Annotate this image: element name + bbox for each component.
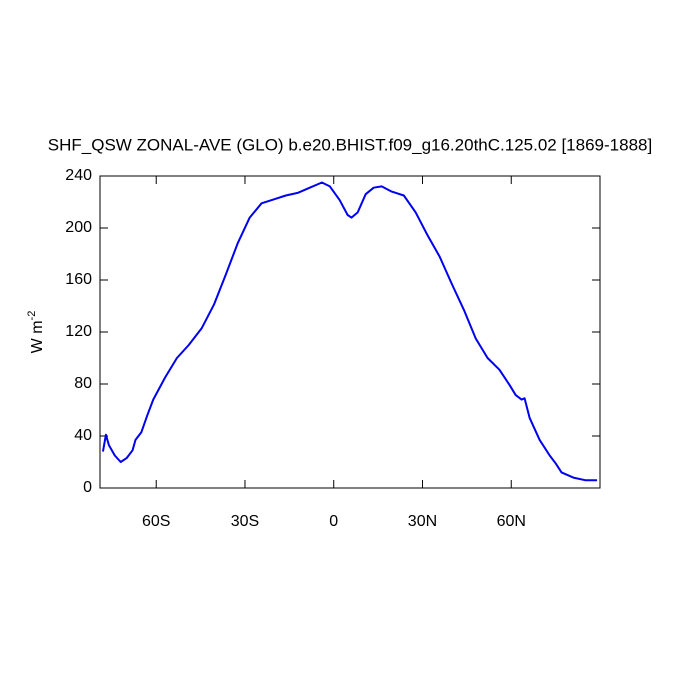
chart-title: SHF_QSW ZONAL-AVE (GLO) b.e20.BHIST.f09_… bbox=[48, 135, 652, 154]
y-tick-label: 240 bbox=[65, 167, 92, 184]
x-tick-label: 60S bbox=[142, 513, 170, 530]
data-line bbox=[101, 181, 598, 482]
y-tick-label: 160 bbox=[65, 271, 92, 288]
y-tick-label: 80 bbox=[74, 375, 92, 392]
x-tick-label: 60N bbox=[497, 513, 526, 530]
x-tick-label: 30N bbox=[408, 513, 437, 530]
y-tick-label: 200 bbox=[65, 219, 92, 236]
y-tick-label: 0 bbox=[83, 479, 92, 496]
x-tick-label: 0 bbox=[329, 513, 338, 530]
y-axis-label-superscript: -2 bbox=[26, 311, 38, 321]
x-tick-label: 30S bbox=[231, 513, 259, 530]
y-axis-label-text: W m bbox=[29, 320, 46, 353]
plot-frame bbox=[99, 175, 601, 489]
y-tick-label: 120 bbox=[65, 323, 92, 340]
y-axis-label: W m-2 bbox=[26, 311, 46, 354]
y-tick-label: 40 bbox=[74, 427, 92, 444]
